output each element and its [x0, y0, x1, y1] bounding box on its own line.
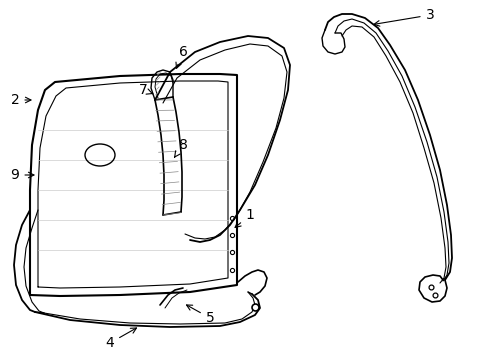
Text: 2: 2: [11, 93, 31, 107]
Text: 1: 1: [235, 208, 254, 228]
Text: 7: 7: [138, 83, 153, 97]
Text: 3: 3: [373, 8, 433, 26]
Text: 5: 5: [186, 305, 214, 325]
Text: 9: 9: [11, 168, 34, 182]
Text: 8: 8: [174, 138, 187, 157]
Text: 6: 6: [176, 45, 187, 68]
Text: 4: 4: [105, 328, 136, 350]
